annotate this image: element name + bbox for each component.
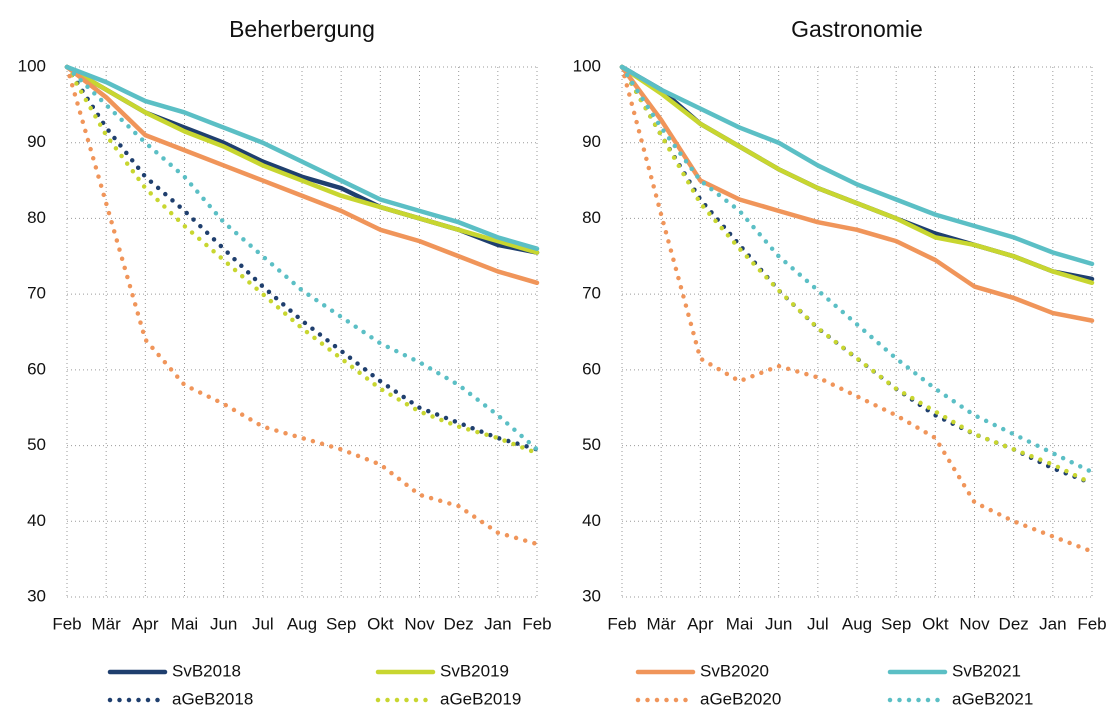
x-tick-label: Dez xyxy=(999,614,1029,633)
legend-label: SvB2020 xyxy=(700,661,769,680)
x-tick-label: Mai xyxy=(726,614,753,633)
x-tick-label: Sep xyxy=(326,614,356,633)
legend-label: SvB2021 xyxy=(952,661,1021,680)
legend-label: aGeB2019 xyxy=(440,689,521,708)
legend-label: aGeB2021 xyxy=(952,689,1033,708)
x-tick-label: Nov xyxy=(404,614,435,633)
x-tick-label: Okt xyxy=(922,614,949,633)
series-line xyxy=(619,64,1095,267)
series-line xyxy=(619,64,1095,323)
series-line xyxy=(64,64,540,456)
x-tick-label: Aug xyxy=(842,614,872,633)
y-tick-label: 70 xyxy=(27,284,46,303)
y-tick-label: 30 xyxy=(582,586,601,605)
series-line xyxy=(619,64,1095,475)
x-tick-label: Dez xyxy=(444,614,474,633)
x-tick-label: Feb xyxy=(522,614,551,633)
chart-title: Beherbergung xyxy=(229,16,375,42)
x-tick-label: Feb xyxy=(52,614,81,633)
chart-title: Gastronomie xyxy=(791,16,923,42)
x-tick-label: Jul xyxy=(807,614,829,633)
legend-label: SvB2018 xyxy=(172,661,241,680)
y-tick-label: 40 xyxy=(582,511,601,530)
y-tick-label: 50 xyxy=(582,435,601,454)
x-tick-label: Jul xyxy=(252,614,274,633)
x-tick-label: Jan xyxy=(484,614,511,633)
x-tick-label: Feb xyxy=(1077,614,1106,633)
x-tick-label: Nov xyxy=(959,614,990,633)
x-tick-label: Mär xyxy=(647,614,677,633)
series-line xyxy=(619,64,1095,286)
y-tick-label: 70 xyxy=(582,284,601,303)
series-line xyxy=(64,64,540,286)
y-tick-label: 80 xyxy=(582,208,601,227)
series-line xyxy=(64,64,540,255)
x-tick-label: Apr xyxy=(132,614,159,633)
legend-label: aGeB2020 xyxy=(700,689,781,708)
y-tick-label: 30 xyxy=(27,586,46,605)
y-tick-label: 100 xyxy=(573,56,601,75)
x-tick-label: Feb xyxy=(607,614,636,633)
series-line xyxy=(64,64,540,547)
y-tick-label: 100 xyxy=(18,56,46,75)
series-line xyxy=(619,64,1095,554)
y-tick-label: 90 xyxy=(27,132,46,151)
legend-label: aGeB2018 xyxy=(172,689,253,708)
x-tick-label: Jun xyxy=(210,614,237,633)
y-tick-label: 40 xyxy=(27,511,46,530)
y-tick-label: 60 xyxy=(582,359,601,378)
y-tick-label: 50 xyxy=(27,435,46,454)
x-tick-label: Jun xyxy=(765,614,792,633)
x-tick-label: Mär xyxy=(92,614,122,633)
series-line xyxy=(619,64,1095,486)
series-line xyxy=(64,64,540,452)
x-tick-label: Okt xyxy=(367,614,394,633)
x-tick-label: Mai xyxy=(171,614,198,633)
x-tick-label: Jan xyxy=(1039,614,1066,633)
x-tick-label: Sep xyxy=(881,614,911,633)
y-tick-label: 60 xyxy=(27,359,46,378)
legend-label: SvB2019 xyxy=(440,661,509,680)
y-tick-label: 90 xyxy=(582,132,601,151)
y-tick-label: 80 xyxy=(27,208,46,227)
x-tick-label: Apr xyxy=(687,614,714,633)
series-line xyxy=(64,64,540,251)
series-line xyxy=(64,64,540,452)
x-tick-label: Aug xyxy=(287,614,317,633)
